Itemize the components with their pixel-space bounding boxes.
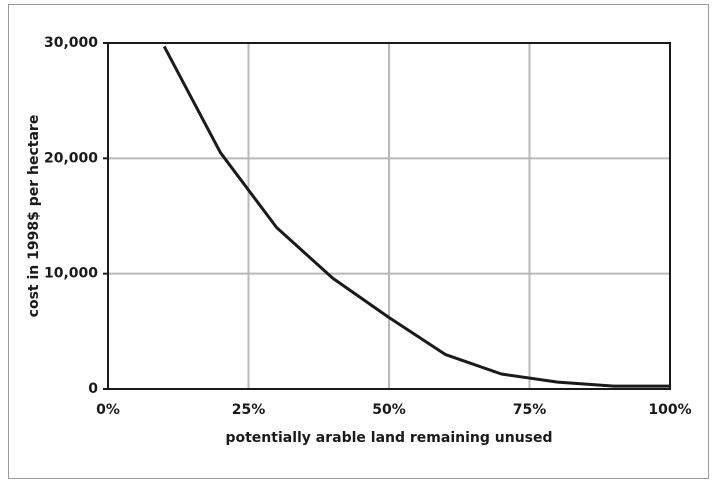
x-tick-label: 75% [513, 402, 547, 418]
y-tick-label: 0 [88, 381, 98, 397]
y-axis-label: cost in 1998$ per hectare [26, 115, 42, 318]
x-tick-label: 100% [648, 402, 691, 418]
data-line [162, 45, 670, 388]
y-tick-label: 10,000 [44, 266, 98, 282]
x-tick-label: 25% [232, 402, 266, 418]
x-tick-label: 0% [96, 402, 120, 418]
x-axis-label: potentially arable land remaining unused [225, 430, 552, 446]
y-tick-label: 30,000 [44, 35, 98, 51]
y-tick-label: 20,000 [44, 150, 98, 166]
frame [8, 4, 709, 479]
x-tick-label: 50% [372, 402, 406, 418]
plot-border [107, 42, 671, 390]
